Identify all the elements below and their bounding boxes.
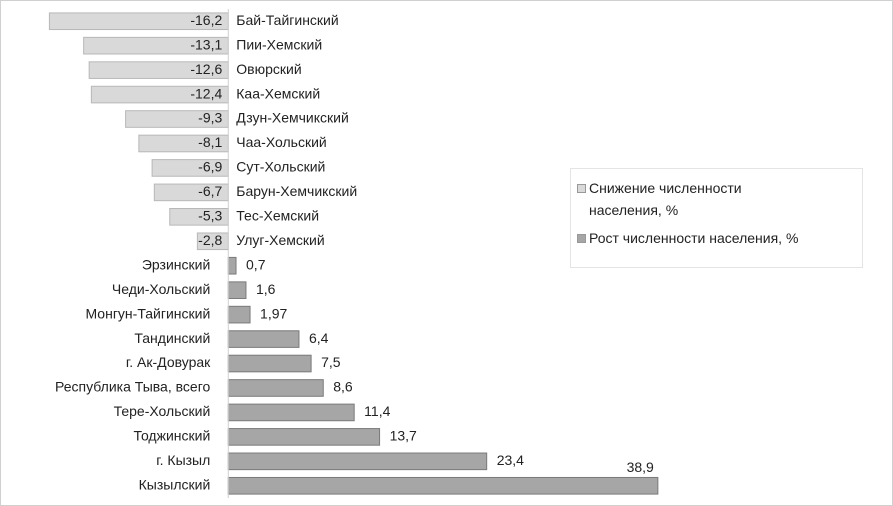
category-label: Чаа-Хольский (236, 134, 326, 150)
category-label: Сут-Хольский (236, 159, 325, 175)
value-label: -16,2 (190, 12, 222, 28)
bar (227, 281, 247, 299)
bar (227, 330, 300, 348)
category-label: Пии-Хемский (236, 36, 322, 52)
legend-entry: Снижение численности населения, % (577, 177, 856, 221)
bar (227, 379, 324, 397)
category-label: Тандинский (134, 330, 210, 346)
legend: Снижение численности населения, % Рост чи… (570, 168, 863, 268)
legend-marker (577, 234, 586, 243)
value-label: 7,5 (321, 354, 341, 370)
value-label: -12,4 (190, 85, 222, 101)
category-label: Тере-Хольский (114, 403, 211, 419)
category-label: г. Ак-Довурак (126, 354, 211, 370)
category-label: Овюрский (236, 61, 301, 77)
legend-label: Снижение численности населения, % (589, 180, 742, 218)
category-label: Дзун-Хемчикский (236, 110, 349, 126)
value-label: -2,8 (198, 232, 222, 248)
value-label: -13,1 (190, 36, 222, 52)
bar (227, 452, 488, 471)
value-label: 1,6 (256, 281, 276, 297)
value-label: -8,1 (198, 134, 222, 150)
value-label: 8,6 (333, 379, 353, 395)
value-label: -5,3 (198, 208, 222, 224)
legend-marker (577, 184, 586, 193)
legend-entry: Рост численности населения, % (577, 227, 856, 249)
value-label: 0,7 (246, 256, 266, 272)
category-label: Тес-Хемский (236, 208, 319, 224)
value-label: -6,9 (198, 159, 222, 175)
value-label: 11,4 (364, 403, 390, 419)
category-label: Тоджинский (133, 428, 210, 444)
value-label: 23,4 (497, 452, 524, 468)
category-label: Бай-Тайгинский (236, 12, 338, 28)
category-label: Эрзинский (142, 256, 210, 272)
value-label: 13,7 (390, 428, 417, 444)
bar (227, 354, 312, 373)
value-label: -12,6 (190, 61, 222, 77)
legend-label: Рост численности населения, % (589, 230, 799, 246)
value-label: 38,9 (627, 459, 654, 475)
value-label: -6,7 (198, 183, 222, 199)
category-label: Чеди-Хольский (112, 281, 210, 297)
bar (227, 476, 659, 495)
bar (227, 428, 381, 446)
bar (227, 305, 251, 324)
category-label: Барун-Хемчикский (236, 183, 357, 199)
category-label: Улуг-Хемский (236, 232, 324, 248)
value-label: 1,97 (260, 305, 287, 321)
category-label: г. Кызыл (156, 452, 210, 468)
category-label: Монгун-Тайгинский (85, 305, 210, 321)
category-label: Республика Тыва, всего (55, 379, 210, 395)
category-label: Кызылский (139, 476, 211, 492)
category-label: Каа-Хемский (236, 85, 320, 101)
value-label: 6,4 (309, 330, 329, 346)
bar (227, 403, 355, 422)
value-label: -9,3 (198, 110, 222, 126)
bar (227, 256, 237, 275)
